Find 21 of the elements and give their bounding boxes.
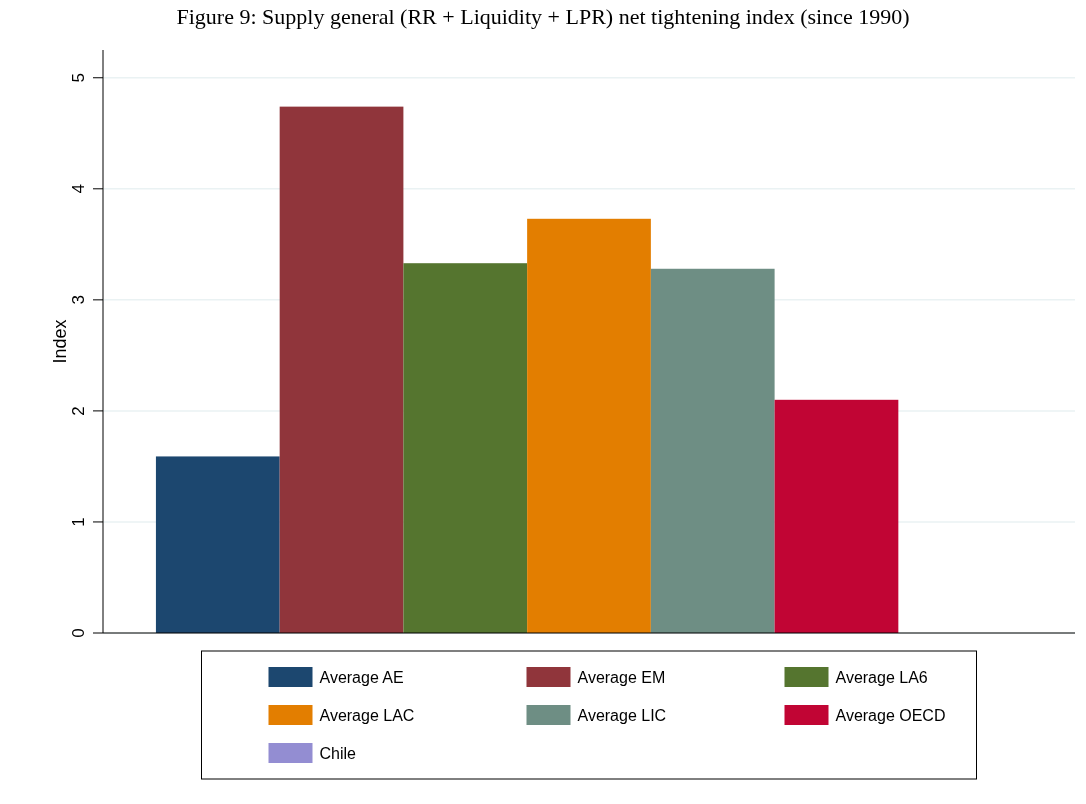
y-tick-label: 0 xyxy=(69,628,88,638)
bar xyxy=(279,106,404,633)
legend-label: Average LA6 xyxy=(835,669,928,686)
y-tick-label: 3 xyxy=(69,295,88,305)
bar xyxy=(774,399,899,633)
y-tick-label: 2 xyxy=(69,406,88,416)
bar xyxy=(527,218,651,633)
bar xyxy=(650,268,775,633)
y-tick-label: 1 xyxy=(69,517,88,527)
legend-label: Average LAC xyxy=(319,707,415,724)
legend-label: Chile xyxy=(319,745,357,762)
legend-label: Average AE xyxy=(319,669,404,686)
legend-label: Average EM xyxy=(577,669,666,686)
legend-label: Average OECD xyxy=(835,707,946,724)
y-tick-label: 4 xyxy=(69,184,88,194)
y-tick-label: 5 xyxy=(69,73,88,83)
y-axis-title: Index xyxy=(50,319,70,364)
chart-title: Figure 9: Supply general (RR + Liquidity + LPR) net tightening index (since 1990) xyxy=(176,4,910,29)
bar xyxy=(155,456,280,633)
legend-label: Average LIC xyxy=(577,707,667,724)
bar xyxy=(403,263,528,633)
